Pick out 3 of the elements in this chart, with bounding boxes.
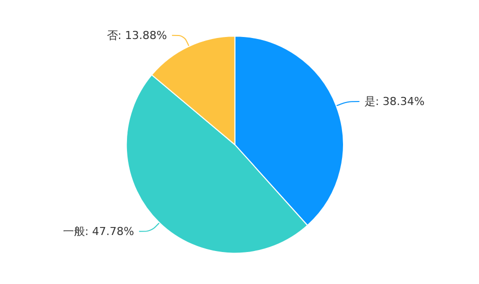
slice-label: 一般: 47.78% [62, 224, 134, 238]
slice-label: 是: 38.34% [364, 95, 425, 108]
slice-label: 否: 13.88% [106, 28, 167, 42]
